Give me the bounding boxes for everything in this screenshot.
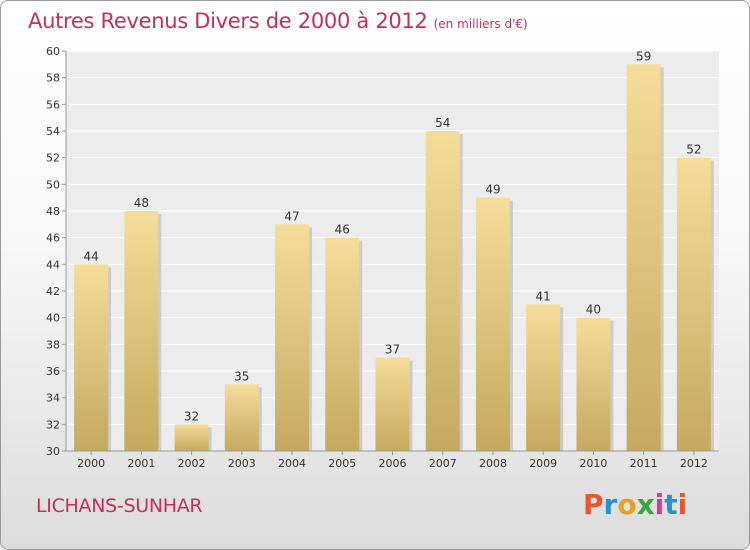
logo-letter: r <box>603 488 618 521</box>
x-tick-label: 2009 <box>529 457 557 470</box>
data-label: 41 <box>536 289 551 303</box>
logo-letter: i <box>654 488 665 521</box>
logo-letter: i <box>677 488 688 521</box>
y-tick-label: 56 <box>46 98 60 111</box>
bar <box>74 264 109 451</box>
y-tick-label: 50 <box>46 178 60 191</box>
x-tick-label: 2002 <box>178 457 206 470</box>
bar <box>425 131 460 451</box>
x-tick-label: 2008 <box>479 457 507 470</box>
y-tick-label: 46 <box>46 232 60 245</box>
data-label: 48 <box>134 196 149 210</box>
data-label: 52 <box>686 143 701 157</box>
y-tick-label: 34 <box>46 392 60 405</box>
chart-title-text: Autres Revenus Divers de 2000 à 2012 <box>28 9 428 33</box>
y-tick-label: 44 <box>46 258 60 271</box>
y-tick-label: 58 <box>46 72 60 85</box>
y-tick-label: 38 <box>46 338 60 351</box>
x-tick-label: 2005 <box>328 457 356 470</box>
x-tick-label: 2003 <box>228 457 256 470</box>
x-tick-label: 2006 <box>379 457 407 470</box>
data-label: 54 <box>435 116 450 130</box>
bar <box>375 357 410 451</box>
x-tick-label: 2001 <box>127 457 155 470</box>
bar <box>526 304 561 451</box>
bar <box>475 197 510 451</box>
chart-subtitle: (en milliers d'€) <box>433 17 528 31</box>
bar <box>224 384 259 451</box>
data-label: 35 <box>234 369 249 383</box>
y-tick-label: 42 <box>46 285 60 298</box>
y-tick-label: 54 <box>46 125 60 138</box>
y-tick-label: 52 <box>46 152 60 165</box>
data-label: 47 <box>284 209 299 223</box>
bar <box>676 157 711 451</box>
y-tick-label: 60 <box>46 45 60 58</box>
data-label: 59 <box>636 49 651 63</box>
data-label: 32 <box>184 409 199 423</box>
x-tick-label: 2004 <box>278 457 306 470</box>
logo-letter: P <box>583 488 604 521</box>
bar <box>325 237 360 451</box>
x-tick-label: 2007 <box>429 457 457 470</box>
data-label: 44 <box>83 249 98 263</box>
bar <box>626 64 661 452</box>
y-tick-label: 48 <box>46 205 60 218</box>
location-name: LICHANS-SUNHAR <box>36 495 203 517</box>
data-label: 46 <box>335 223 350 237</box>
chart-title: Autres Revenus Divers de 2000 à 2012 (en … <box>28 9 528 33</box>
logo-letter: o <box>617 488 637 521</box>
proxiti-logo[interactable]: Proxiti <box>583 488 687 521</box>
bar <box>174 424 209 451</box>
bar <box>275 224 310 451</box>
logo-letter: t <box>664 488 678 521</box>
y-tick-label: 32 <box>46 418 60 431</box>
bar <box>576 317 611 451</box>
data-label: 37 <box>385 343 400 357</box>
x-tick-label: 2000 <box>77 457 105 470</box>
x-tick-label: 2012 <box>680 457 708 470</box>
y-tick-label: 30 <box>46 445 60 458</box>
y-tick-label: 36 <box>46 365 60 378</box>
bar <box>124 211 159 451</box>
data-label: 40 <box>586 303 601 317</box>
x-tick-label: 2011 <box>630 457 658 470</box>
data-label: 49 <box>485 183 500 197</box>
y-tick-label: 40 <box>46 312 60 325</box>
x-tick-label: 2010 <box>579 457 607 470</box>
logo-letter: x <box>636 488 655 521</box>
